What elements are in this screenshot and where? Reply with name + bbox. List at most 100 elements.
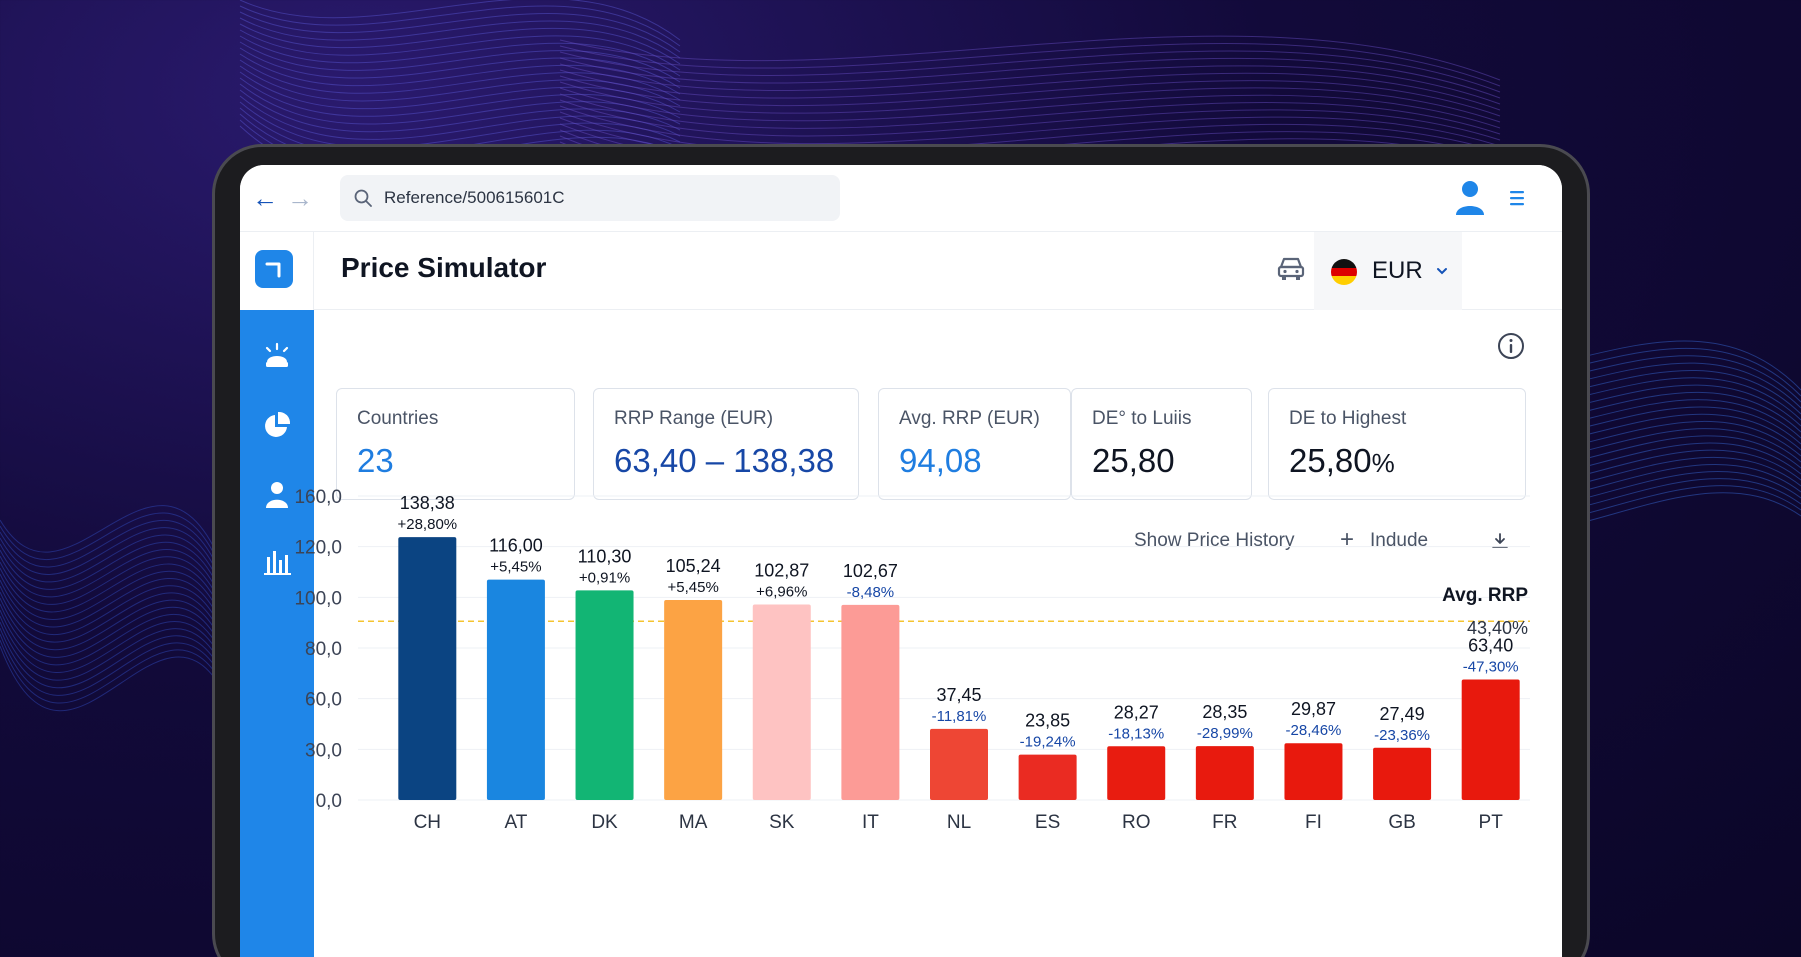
page-title: Price Simulator xyxy=(341,252,547,283)
background-wave-line xyxy=(0,527,221,579)
card-label: DE to Highest xyxy=(1289,408,1407,429)
avg-rrp-label: Avg. RRP xyxy=(1442,585,1528,606)
card-value-number: 25,80 xyxy=(1289,442,1372,479)
search-icon xyxy=(354,189,372,207)
background-wave-line xyxy=(239,71,681,113)
background-wave-line xyxy=(239,0,681,41)
bar-it xyxy=(841,604,900,800)
background-wave-line xyxy=(0,585,221,636)
background-wave-line xyxy=(0,519,221,573)
background-wave-line xyxy=(0,556,221,605)
background-wave-line xyxy=(559,87,1501,129)
bar-value-label: 23,85 xyxy=(1025,711,1070,731)
background-wave-line xyxy=(559,43,1501,87)
x-category-label: RO xyxy=(1122,812,1151,833)
card-label: DE° to Luiis xyxy=(1092,408,1192,429)
card-label: RRP Range (EUR) xyxy=(614,408,774,429)
bar-fr xyxy=(1195,746,1254,800)
sidebar-logo-area xyxy=(240,232,314,310)
card-value: 94,08 xyxy=(899,442,982,479)
bar-ma xyxy=(664,600,723,800)
bar-value-label: 37,45 xyxy=(936,685,981,705)
background-wave-line xyxy=(559,111,1501,153)
background-wave-line xyxy=(239,101,681,148)
sidebar xyxy=(240,232,314,957)
logo-icon[interactable] xyxy=(255,250,293,288)
show-price-history-button[interactable]: Show Price History xyxy=(1134,530,1295,551)
bar-change-label: -19,24% xyxy=(1020,734,1076,751)
download-icon[interactable] xyxy=(1490,531,1510,551)
bar-change-label: -8,48% xyxy=(847,584,895,601)
bar-change-label: -23,36% xyxy=(1374,727,1430,744)
card-value: 25,80 xyxy=(1092,442,1175,479)
bar-ro xyxy=(1107,746,1166,800)
x-category-label: ES xyxy=(1035,812,1060,833)
background-wave-line xyxy=(559,69,1501,111)
stat-card-avg-rrp: Avg. RRP (EUR) 94,08 xyxy=(878,388,1071,500)
background-wave-line xyxy=(0,597,221,651)
card-value: 63,40 – 138,38 xyxy=(614,442,835,479)
bar-change-label: -47,30% xyxy=(1463,659,1519,676)
person-icon[interactable] xyxy=(260,478,294,512)
bar-change-label: +6,96% xyxy=(756,584,807,601)
background-wave-line xyxy=(0,534,221,585)
background-wave-line xyxy=(239,89,681,133)
card-label: Countries xyxy=(357,408,439,429)
background-wave-line xyxy=(239,77,681,119)
bar-gb xyxy=(1373,747,1432,800)
background-wave-line xyxy=(0,615,221,673)
background-wave-line xyxy=(559,57,1501,99)
background-wave-line xyxy=(559,105,1501,147)
stat-card-de-to-lowest: DE° to Luiis 25,80 xyxy=(1071,388,1252,500)
bar-nl xyxy=(930,728,988,800)
back-arrow-icon[interactable]: ← xyxy=(252,183,278,213)
search-value: Reference/500615601C xyxy=(384,188,565,207)
page-header: Price Simulator EUR xyxy=(314,232,1562,310)
x-category-label: FR xyxy=(1212,812,1237,833)
bar-dk xyxy=(575,590,634,800)
bar-at xyxy=(486,579,545,800)
x-category-label: FI xyxy=(1305,812,1322,833)
bar-value-label: 116,00 xyxy=(489,536,543,556)
info-icon[interactable] xyxy=(1497,332,1525,360)
car-icon[interactable] xyxy=(1276,253,1306,283)
germany-flag-icon xyxy=(1331,259,1357,285)
background-wave-line xyxy=(239,41,681,83)
background-wave-line xyxy=(0,609,221,666)
pie-chart-icon[interactable] xyxy=(260,408,294,442)
plus-icon[interactable]: + xyxy=(1340,526,1355,553)
bar-value-label: 63,40 xyxy=(1468,636,1513,656)
menu-icon[interactable] xyxy=(1508,189,1526,207)
forward-arrow-icon[interactable]: → xyxy=(287,183,313,213)
background-wave-line xyxy=(239,17,681,59)
background-wave-line xyxy=(559,50,1501,93)
include-button[interactable]: Indude xyxy=(1370,530,1429,551)
background-wave-line xyxy=(0,621,221,681)
bar-chart-icon[interactable] xyxy=(260,545,294,579)
bar-change-label: +5,45% xyxy=(668,579,719,596)
bar-change-label: +0,91% xyxy=(579,569,630,586)
bar-value-label: 102,87 xyxy=(754,561,809,581)
card-label: Avg. RRP (EUR) xyxy=(899,408,1040,429)
background-wave-line xyxy=(0,639,221,704)
background-wave-line xyxy=(0,549,221,598)
bar-sk xyxy=(752,604,811,800)
background-wave-line xyxy=(239,65,681,107)
background-wave-line xyxy=(239,23,681,65)
stat-card-de-to-highest: DE to Highest 25,80% xyxy=(1268,388,1526,500)
background-wave-line xyxy=(0,633,221,696)
background-wave-line xyxy=(0,603,221,658)
lightbulb-icon[interactable] xyxy=(260,340,294,374)
bar-value-label: 28,27 xyxy=(1114,702,1159,722)
bar-value-label: 27,49 xyxy=(1380,704,1425,724)
search-input[interactable]: Reference/500615601C xyxy=(340,175,840,221)
x-category-label: CH xyxy=(414,812,441,833)
background-wave-line xyxy=(559,99,1501,141)
user-icon[interactable] xyxy=(1454,179,1486,217)
background-wave-line xyxy=(239,53,681,95)
background-wave-line xyxy=(239,29,681,71)
background-wave-line xyxy=(0,627,221,689)
app-screen: ← → Reference/500615601C xyxy=(240,165,1562,957)
bar-fi xyxy=(1284,743,1343,800)
currency-select[interactable]: EUR xyxy=(1314,232,1462,310)
